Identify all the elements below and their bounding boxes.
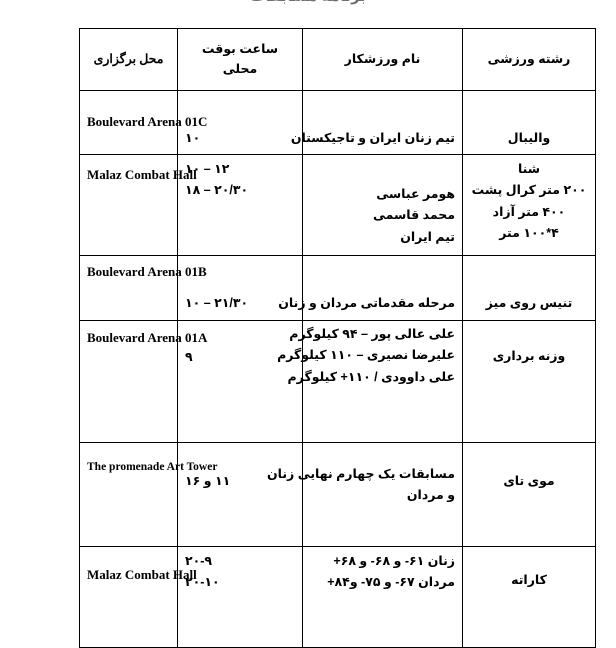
table-row: کاراته زنان ۶۱- و ۶۸- و ۶۸+ مردان ۶۷- و … — [79, 546, 596, 648]
column-header-athlete: نام ورزشکار — [302, 28, 463, 91]
sport-line: وزنه برداری — [492, 349, 566, 363]
column-header-sport: رشته ورزشی — [462, 28, 596, 91]
sport-line: موی تای — [503, 474, 555, 488]
cell-time: ۱۱ و ۱۶ — [177, 442, 303, 547]
clipped-heading-strip: برنامه مسابقات — [0, 0, 616, 12]
cell-venue: Malaz Combat Hall — [79, 154, 197, 256]
time-line: ۲۰-۹ — [185, 554, 213, 568]
athlete-line: هومر عباسی — [376, 186, 455, 201]
cell-athlete: مسابقات یک چهارم نهایی زنان و مردان — [266, 442, 463, 547]
cell-sport: والیبال — [462, 90, 596, 155]
venue-line: Boulevard Arena 01B — [87, 264, 207, 279]
cell-sport: وزنه برداری — [462, 320, 596, 443]
time-line: ۲۰-۱۰ — [185, 575, 220, 590]
athlete-line: مسابقات یک چهارم نهایی زنان — [266, 467, 455, 481]
cell-athlete: زنان ۶۱- و ۶۸- و ۶۸+ مردان ۶۷- و ۷۵- و۸۴… — [302, 546, 463, 648]
cell-athlete: مرحله مقدماتی مردان و زنان — [278, 255, 463, 321]
sport-line: والیبال — [507, 130, 551, 145]
cell-venue: Boulevard Arena 01C — [79, 90, 208, 155]
cell-sport: موی تای — [462, 442, 596, 547]
time-line: ۱۰ — [185, 130, 201, 145]
venue-line: Malaz Combat Hall — [87, 567, 197, 582]
venue-line: Boulevard Arena 01C — [87, 114, 208, 130]
sports-schedule-table: رشته ورزشی نام ورزشکار ساعت بوقت محلی مح… — [79, 28, 596, 648]
cell-venue: The promenade Art Tower — [79, 442, 218, 547]
table-row: وزنه برداری علی عالی پور – ۹۴ کیلوگرم عل… — [79, 320, 596, 443]
sport-line: کاراته — [511, 573, 547, 587]
cell-athlete: علی عالی پور – ۹۴ کیلوگرم علیرضا نصیری –… — [277, 320, 463, 443]
schedule-table-container: رشته ورزشی نام ورزشکار ساعت بوقت محلی مح… — [79, 28, 596, 648]
cell-venue: Malaz Combat Hall — [79, 546, 197, 648]
athlete-line: محمد قاسمی — [372, 208, 455, 223]
table-row: والیبال تیم زنان ایران و تاجیکستان ۱۰ Bo… — [79, 90, 596, 155]
athlete-line: تیم ایران — [400, 229, 455, 244]
athlete-line: مردان ۶۷- و ۷۵- و۸۴+ — [327, 575, 455, 590]
table-row: موی تای مسابقات یک چهارم نهایی زنان و مر… — [79, 442, 596, 547]
column-header-time: ساعت بوقت محلی — [177, 28, 303, 91]
table-row: شنا ۲۰۰ متر کرال پشت ۴۰۰ متر آزاد ۴*۱۰۰ … — [79, 154, 596, 256]
cell-venue: Boulevard Arena 01A — [79, 320, 208, 443]
table-header-row: رشته ورزشی نام ورزشکار ساعت بوقت محلی مح… — [79, 28, 596, 91]
time-line: ۱۲ – ۱۰ — [185, 162, 230, 176]
cell-sport: کاراته — [462, 546, 596, 648]
sport-line: ۲۰۰ متر کرال پشت — [471, 183, 587, 198]
athlete-line: مرحله مقدماتی مردان و زنان — [278, 295, 455, 310]
cell-athlete: تیم زنان ایران و تاجیکستان — [290, 90, 463, 155]
athlete-line: زنان ۶۱- و ۶۸- و ۶۸+ — [333, 554, 455, 568]
time-line: ۹ — [185, 350, 193, 364]
time-line: ۱۱ و ۱۶ — [185, 474, 231, 488]
cell-sport: تنیس روی میز — [462, 255, 596, 321]
cell-time: ۲۱/۳۰ – ۱۰ — [177, 255, 303, 321]
cell-venue: Boulevard Arena 01B — [79, 255, 207, 321]
table-row: تنیس روی میز مرحله مقدماتی مردان و زنان … — [79, 255, 596, 321]
sport-line: تنیس روی میز — [485, 295, 573, 310]
athlete-line: علی داوودی / ۱۱۰+ کیلوگرم — [287, 369, 455, 384]
cell-time: ۱۰ — [177, 90, 303, 155]
sport-line: ۴۰۰ متر آزاد — [492, 204, 566, 219]
athlete-line: تیم زنان ایران و تاجیکستان — [290, 130, 455, 145]
venue-line: Boulevard Arena 01A — [87, 330, 208, 345]
athlete-line: و مردان — [406, 488, 455, 503]
sport-line: ۴*۱۰۰ متر — [499, 226, 559, 241]
time-line: ۲۱/۳۰ – ۱۰ — [185, 295, 249, 310]
cell-sport: شنا ۲۰۰ متر کرال پشت ۴۰۰ متر آزاد ۴*۱۰۰ … — [462, 154, 596, 256]
athlete-line: علیرضا نصیری – ۱۱۰ کیلوگرم — [277, 348, 455, 363]
athlete-line: علی عالی پور – ۹۴ کیلوگرم — [289, 327, 455, 341]
time-line: ۲۰/۳۰ – ۱۸ — [185, 183, 249, 198]
venue-line: Malaz Combat Hall — [87, 167, 197, 182]
column-header-venue: محل برگزاری — [79, 28, 178, 91]
cell-time: ۱۲ – ۱۰ ۲۰/۳۰ – ۱۸ — [177, 154, 303, 256]
cell-athlete: هومر عباسی محمد قاسمی تیم ایران — [302, 154, 463, 256]
sport-line: شنا — [517, 162, 541, 176]
cell-time: ۲۰-۹ ۲۰-۱۰ — [177, 546, 303, 648]
clipped-heading-text: برنامه مسابقات — [0, 0, 616, 5]
venue-line: The promenade Art Tower — [87, 461, 218, 473]
